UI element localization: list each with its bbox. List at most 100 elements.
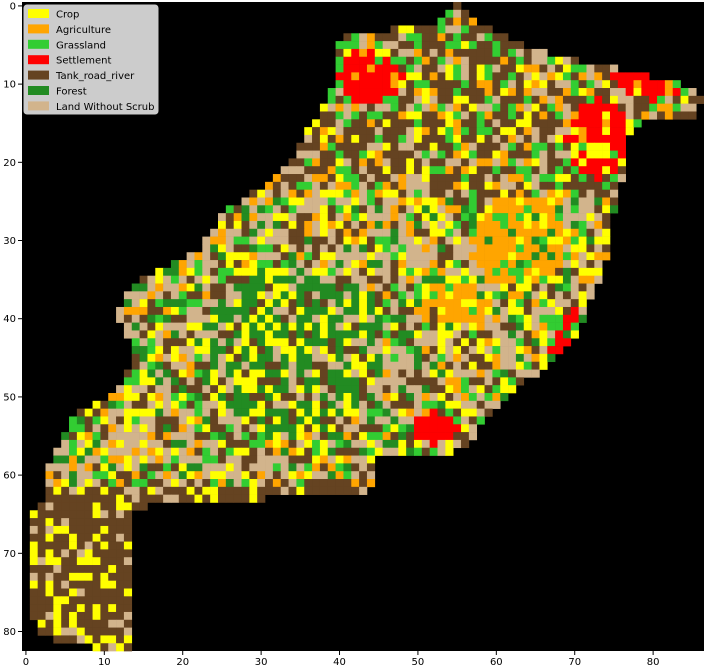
landcover-cell: [123, 330, 133, 339]
landcover-cell: [586, 267, 595, 276]
landcover-cell: [468, 174, 478, 183]
landcover-cell: [178, 330, 187, 339]
landcover-cell: [421, 197, 430, 206]
landcover-cell: [194, 338, 203, 347]
landcover-cell: [108, 611, 117, 621]
landcover-cell: [343, 260, 352, 269]
landcover-cell: [468, 346, 478, 355]
landcover-cell: [523, 220, 532, 230]
landcover-cell: [366, 33, 376, 42]
landcover-cell: [288, 455, 297, 464]
landcover-cell: [414, 236, 423, 245]
landcover-cell: [163, 408, 172, 417]
landcover-cell: [327, 205, 336, 214]
landcover-cell: [272, 275, 282, 284]
landcover-cell: [492, 369, 501, 378]
landcover-cell: [108, 604, 117, 613]
landcover-cell: [406, 291, 415, 300]
landcover-cell: [445, 361, 454, 370]
landcover-cell: [586, 166, 595, 175]
landcover-cell: [61, 432, 70, 441]
landcover-cell: [280, 353, 289, 363]
landcover-cell: [555, 220, 564, 230]
landcover-cell: [123, 627, 133, 636]
landcover-cell: [382, 174, 391, 183]
landcover-cell: [76, 604, 86, 613]
landcover-cell: [633, 88, 642, 97]
landcover-cell: [45, 525, 54, 535]
landcover-cell: [327, 213, 336, 222]
landcover-cell: [265, 213, 274, 222]
landcover-cell: [421, 408, 430, 417]
landcover-cell: [594, 158, 603, 167]
landcover-cell: [241, 455, 250, 464]
landcover-cell: [484, 181, 493, 190]
landcover-cell: [515, 127, 525, 136]
landcover-cell: [343, 455, 352, 464]
landcover-cell: [210, 283, 219, 292]
landcover-cell: [359, 189, 368, 198]
landcover-cell: [123, 393, 133, 402]
landcover-cell: [233, 260, 242, 269]
landcover-cell: [414, 267, 423, 276]
landcover-cell: [139, 275, 148, 284]
landcover-cell: [249, 306, 258, 316]
landcover-cell: [319, 205, 329, 214]
landcover-cell: [155, 463, 164, 472]
landcover-cell: [225, 424, 234, 433]
landcover-cell: [257, 369, 266, 378]
landcover-cell: [241, 252, 250, 261]
landcover-cell: [155, 338, 164, 347]
landcover-cell: [225, 353, 234, 363]
landcover-cell: [461, 9, 470, 18]
landcover-cell: [233, 361, 242, 370]
landcover-cell: [202, 471, 211, 480]
landcover-cell: [390, 260, 399, 269]
landcover-cell: [241, 322, 250, 331]
landcover-cell: [225, 486, 234, 495]
landcover-cell: [523, 197, 532, 206]
landcover-cell: [257, 291, 266, 300]
landcover-cell: [366, 424, 376, 433]
landcover-cell: [414, 220, 423, 230]
landcover-cell: [304, 134, 313, 144]
landcover-cell: [265, 447, 274, 456]
landcover-cell: [304, 385, 313, 394]
landcover-cell: [194, 393, 203, 402]
landcover-cell: [202, 260, 211, 269]
landcover-cell: [335, 432, 344, 441]
landcover-cell: [421, 95, 430, 104]
landcover-cell: [147, 361, 156, 370]
landcover-cell: [84, 549, 93, 558]
landcover-cell: [163, 463, 172, 472]
landcover-cell: [547, 228, 556, 237]
landcover-cell: [218, 244, 227, 253]
landcover-cell: [45, 611, 54, 621]
landcover-cell: [578, 72, 587, 81]
landcover-cell: [476, 228, 485, 237]
landcover-cell: [531, 119, 540, 128]
landcover-cell: [343, 127, 352, 136]
landcover-cell: [610, 174, 619, 183]
landcover-cell: [241, 494, 250, 503]
landcover-cell: [84, 463, 93, 472]
landcover-cell: [304, 260, 313, 269]
landcover-cell: [461, 142, 470, 151]
landcover-cell: [531, 314, 540, 323]
landcover-cell: [108, 494, 117, 503]
landcover-cell: [343, 393, 352, 402]
landcover-cell: [123, 299, 133, 308]
landcover-cell: [249, 377, 258, 386]
landcover-cell: [61, 510, 70, 519]
landcover-cell: [437, 150, 446, 159]
landcover-cell: [241, 228, 250, 237]
landcover-cell: [468, 33, 478, 42]
landcover-cell: [288, 416, 297, 425]
landcover-cell: [202, 439, 211, 449]
landcover-cell: [304, 220, 313, 230]
landcover-cell: [523, 330, 532, 339]
landcover-cell: [147, 416, 156, 425]
landcover-cell: [437, 267, 446, 276]
landcover-cell: [359, 56, 368, 65]
landcover-cell: [366, 80, 376, 89]
